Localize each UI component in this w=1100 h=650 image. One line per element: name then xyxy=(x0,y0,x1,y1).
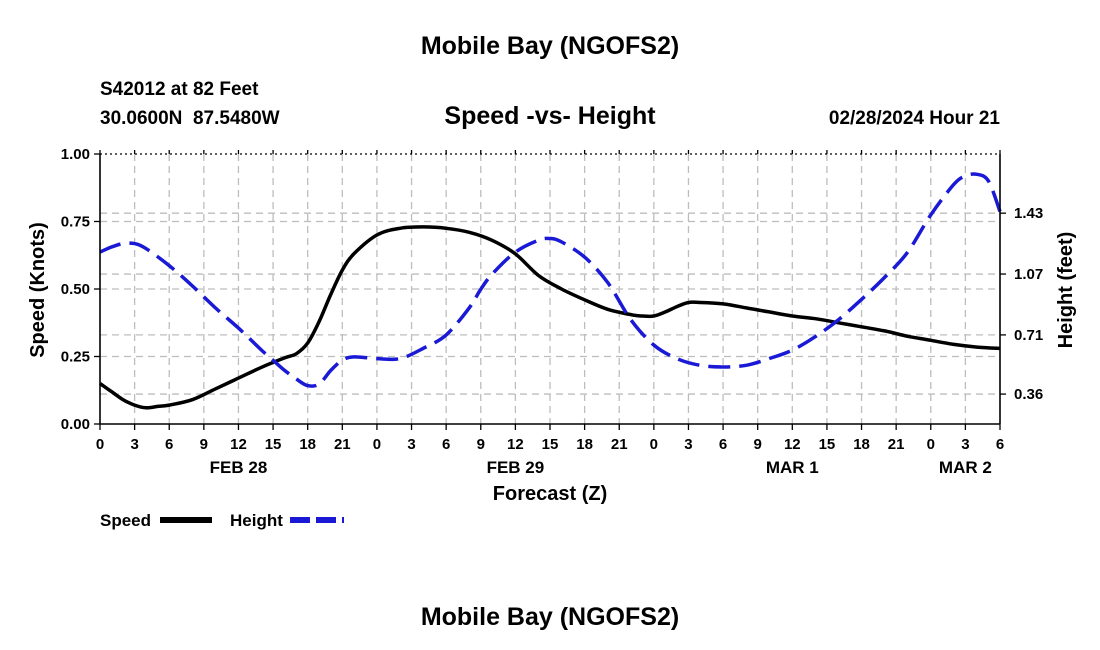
x-tick-label: 18 xyxy=(299,436,316,453)
y-right-tick-label: 0.71 xyxy=(1014,327,1043,344)
x-tick-label: 3 xyxy=(961,436,969,453)
grid xyxy=(100,154,1000,424)
x-tick-label: 6 xyxy=(719,436,727,453)
x-axis-label: Forecast (Z) xyxy=(493,483,607,505)
y-left-tick-label: 0.00 xyxy=(61,416,90,433)
x-tick-label: 9 xyxy=(200,436,208,453)
x-tick-label: 15 xyxy=(265,436,282,453)
datetime-label: 02/28/2024 Hour 21 xyxy=(829,108,1001,129)
y-left-tick-label: 1.00 xyxy=(61,146,90,163)
legend-height-label: Height xyxy=(230,511,283,530)
y-axis-right-label: Height (feet) xyxy=(1055,232,1077,349)
x-tick-label: 3 xyxy=(407,436,415,453)
y-axis-left-label: Speed (Knots) xyxy=(27,222,49,358)
x-tick-label: 6 xyxy=(165,436,173,453)
chart-subtitle: Speed -vs- Height xyxy=(444,102,656,130)
x-tick-label: 6 xyxy=(442,436,450,453)
x-date-label: FEB 29 xyxy=(487,458,545,477)
x-tick-label: 3 xyxy=(130,436,138,453)
x-tick-label: 18 xyxy=(853,436,870,453)
axes: 0 3 6 9 12 15 18 21 0 3 6 9 12 15 18 21 0 3 6 9 12 15 18 21 0 3 6 F… xyxy=(61,146,1043,477)
x-tick-label: 0 xyxy=(373,436,381,453)
x-tick-label: 0 xyxy=(927,436,935,453)
y-right-tick-label: 0.36 xyxy=(1014,386,1043,403)
x-tick-label: 9 xyxy=(477,436,485,453)
x-date-label: MAR 2 xyxy=(939,458,992,477)
y-left-tick-label: 0.75 xyxy=(61,214,90,231)
y-right-tick-label: 1.07 xyxy=(1014,266,1043,283)
station-label: S42012 at 82 Feet xyxy=(100,79,259,100)
x-tick-label: 21 xyxy=(611,436,628,453)
x-tick-label: 6 xyxy=(996,436,1004,453)
y-left-tick-label: 0.25 xyxy=(61,349,90,366)
x-tick-label: 9 xyxy=(754,436,762,453)
series-line-height xyxy=(99,172,1002,388)
x-tick-label: 18 xyxy=(576,436,593,453)
x-tick-label: 15 xyxy=(819,436,836,453)
x-tick-label: 12 xyxy=(784,436,801,453)
legend-speed-label: Speed xyxy=(100,511,151,530)
x-tick-label: 12 xyxy=(230,436,247,453)
x-tick-label: 0 xyxy=(650,436,658,453)
location-label: 30.0600N 87.5480W xyxy=(100,108,280,129)
x-tick-label: 21 xyxy=(888,436,905,453)
x-tick-label: 0 xyxy=(96,436,104,453)
series-line-speed xyxy=(98,225,1001,410)
y-left-tick-label: 0.50 xyxy=(61,281,90,298)
x-tick-label: 21 xyxy=(334,436,351,453)
x-tick-label: 15 xyxy=(542,436,559,453)
x-tick-label: 12 xyxy=(507,436,524,453)
x-date-label: FEB 28 xyxy=(210,458,268,477)
chart-title: Mobile Bay (NGOFS2) xyxy=(421,32,679,60)
y-right-tick-label: 1.43 xyxy=(1014,205,1043,222)
x-tick-label: 3 xyxy=(684,436,692,453)
footer-title: Mobile Bay (NGOFS2) xyxy=(421,603,679,631)
legend: Speed Height xyxy=(100,511,344,530)
series-group xyxy=(98,172,1002,410)
x-date-label: MAR 1 xyxy=(766,458,819,477)
